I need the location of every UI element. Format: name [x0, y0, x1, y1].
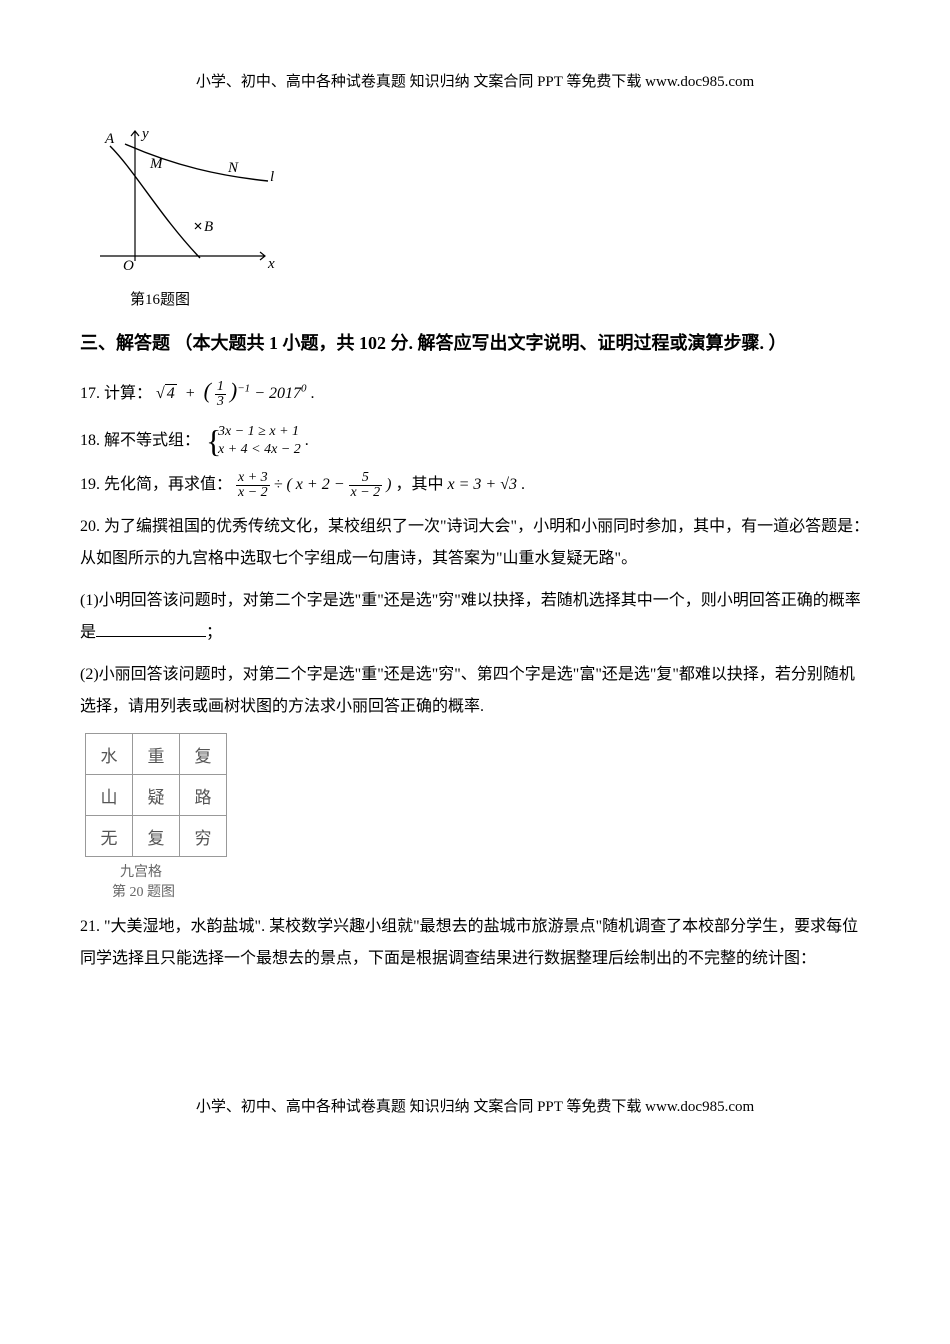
grid-cell: 穷 — [180, 816, 227, 857]
p17-exp1: −1 — [237, 383, 250, 395]
p18-line2: x + 4 < 4x − 2 — [218, 441, 301, 459]
grid-caption: 九宫格 — [120, 861, 870, 881]
page-header: 小学、初中、高中各种试卷真题 知识归纳 文案合同 PPT 等免费下载 www.d… — [80, 70, 870, 91]
problem-21: 21. "大美湿地，水韵盐城". 某校数学兴趣小组就"最想去的盐城市旅游景点"随… — [80, 911, 870, 975]
p17-expression: √4 + ( 13 )−1 − 20170 — [156, 385, 310, 402]
table-row: 无 复 穷 — [86, 816, 227, 857]
answer-blank[interactable] — [96, 622, 206, 637]
p19-where-eq: x = 3 + √3 — [448, 476, 517, 493]
page: 小学、初中、高中各种试卷真题 知识归纳 文案合同 PPT 等免费下载 www.d… — [0, 0, 950, 1166]
figure-20-caption: 第 20 题图 — [112, 881, 870, 901]
nine-grid: 水 重 复 山 疑 路 无 复 穷 — [85, 733, 227, 857]
problem-20-intro: 20. 为了编撰祖国的优秀传统文化，某校组织了一次"诗词大会"，小明和小丽同时参… — [80, 511, 870, 575]
grid-cell: 无 — [86, 816, 133, 857]
p17-minus: − 2017 — [254, 385, 301, 402]
problem-20-part2: (2)小丽回答该问题时，对第二个字是选"重"还是选"穷"、第四个字是选"富"还是… — [80, 659, 870, 723]
problem-17: 17. 计算： √4 + ( 13 )−1 − 20170 . — [80, 369, 870, 413]
page-footer: 小学、初中、高中各种试卷真题 知识归纳 文案合同 PPT 等免费下载 www.d… — [80, 1095, 870, 1116]
grid-cell: 复 — [133, 816, 180, 857]
grid-cell: 疑 — [133, 775, 180, 816]
label-l: l — [270, 169, 274, 185]
p19-period: . — [521, 476, 525, 493]
label-M: M — [149, 156, 164, 172]
grid-cell: 路 — [180, 775, 227, 816]
figure-16-caption: 第16题图 — [130, 288, 870, 309]
section-3-title: 三、解答题 （本大题共 1 小题，共 102 分. 解答应写出文字说明、证明过程… — [80, 329, 870, 355]
p20-part1-semicolon: ； — [206, 624, 222, 641]
p19-where-label: ，其中 — [396, 476, 444, 493]
grid-cell: 山 — [86, 775, 133, 816]
label-N: N — [227, 160, 239, 176]
problem-18: 18. 解不等式组： 3x − 1 ≥ x + 1 x + 4 < 4x − 2… — [80, 423, 870, 459]
table-row: 山 疑 路 — [86, 775, 227, 816]
p18-period: . — [305, 432, 309, 449]
figure-16-graph: A M N l B O x y — [80, 126, 280, 286]
problem-19: 19. 先化简，再求值： x + 3x − 2 ÷ ( x + 2 − 5x −… — [80, 469, 870, 501]
grid-cell: 重 — [133, 734, 180, 775]
p19-frac2-num: 5 — [349, 471, 383, 486]
p17-frac-num: 1 — [215, 380, 226, 395]
label-A: A — [104, 131, 115, 147]
p19-close: ) — [386, 476, 391, 493]
p18-line1: 3x − 1 ≥ x + 1 — [218, 423, 301, 441]
p19-label: 19. 先化简，再求值： — [80, 476, 232, 493]
p19-frac2-den: x − 2 — [349, 486, 383, 500]
p17-sqrt-radicand: 4 — [165, 384, 177, 402]
table-row: 水 重 复 — [86, 734, 227, 775]
label-B: B — [204, 219, 213, 235]
grid-cell: 复 — [180, 734, 227, 775]
grid-cell: 水 — [86, 734, 133, 775]
p17-period: . — [310, 385, 314, 402]
label-O: O — [123, 258, 134, 274]
p17-frac-den: 3 — [215, 395, 226, 409]
p17-label: 17. 计算： — [80, 385, 152, 402]
p19-frac1-den: x − 2 — [236, 486, 270, 500]
label-x: x — [267, 256, 275, 272]
p17-exp2: 0 — [301, 383, 307, 395]
p19-mid: ÷ ( x + 2 − — [274, 476, 345, 493]
label-y: y — [140, 126, 149, 142]
problem-20-part1: (1)小明回答该问题时，对第二个字是选"重"还是选"穷"难以抉择，若随机选择其中… — [80, 585, 870, 649]
figure-16: A M N l B O x y 第16题图 — [80, 126, 870, 309]
p18-label: 18. 解不等式组： — [80, 432, 200, 449]
p19-frac1-num: x + 3 — [236, 471, 270, 486]
